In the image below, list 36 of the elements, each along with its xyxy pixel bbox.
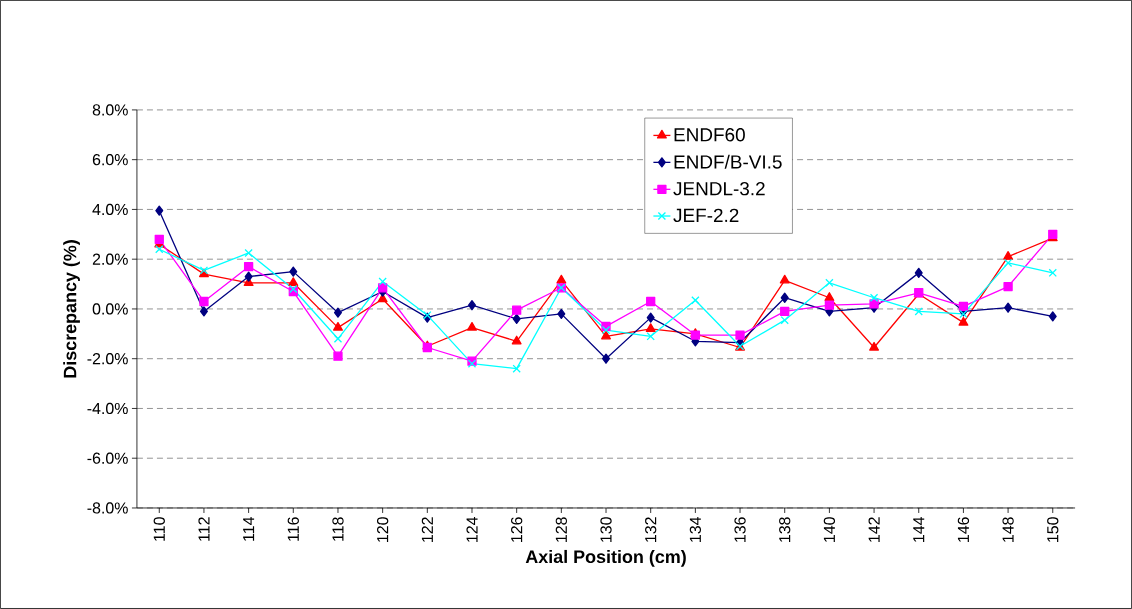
legend-label: ENDF60 — [674, 128, 745, 142]
x-tick-label: 140 — [823, 517, 836, 542]
x-tick-label: 148 — [1002, 517, 1014, 542]
x-tick-label: 120 — [377, 517, 389, 542]
y-tick-label: 4.0% — [92, 203, 128, 216]
x-tick-label: 150 — [1047, 517, 1059, 542]
x-tick-label: 142 — [868, 517, 880, 542]
x-tick-label: 136 — [734, 517, 746, 542]
y-tick-label: -2.0% — [87, 353, 128, 365]
x-tick-label: 118 — [332, 517, 344, 541]
legend-label: JENDL-3.2 — [673, 182, 765, 196]
x-axis-title: Axial Position (cm) — [525, 549, 686, 567]
y-tick-label: -6.0% — [87, 452, 128, 464]
x-tick-label: 128 — [555, 517, 567, 542]
x-tick-label: 130 — [600, 517, 612, 542]
x-tick-label: 124 — [466, 517, 478, 542]
x-tick-label: 122 — [421, 517, 433, 542]
legend-label: JEF-2.2 — [673, 208, 739, 223]
x-tick-label: 110 — [153, 517, 165, 541]
y-tick-label: 0.0% — [92, 303, 128, 315]
x-tick-label: 146 — [957, 517, 970, 542]
y-tick-label: 8.0% — [92, 104, 128, 116]
x-tick-label: 138 — [779, 517, 791, 542]
x-tick-label: 116 — [287, 517, 299, 541]
y-tick-label: 2.0% — [92, 253, 128, 265]
y-tick-label: 6.0% — [92, 154, 128, 166]
y-tick-label: -4.0% — [87, 402, 128, 415]
x-tick-label: 132 — [645, 517, 657, 542]
x-tick-label: 134 — [689, 517, 702, 542]
legend-label: ENDF/B-VI.5 — [674, 154, 782, 169]
x-tick-label: 112 — [198, 517, 210, 541]
y-tick-label: -8.0% — [87, 502, 128, 514]
x-tick-label: 126 — [511, 517, 523, 542]
x-tick-label: 114 — [243, 517, 255, 541]
y-axis-title: Discrepancy (%) — [63, 240, 80, 378]
x-tick-label: 144 — [913, 517, 925, 542]
